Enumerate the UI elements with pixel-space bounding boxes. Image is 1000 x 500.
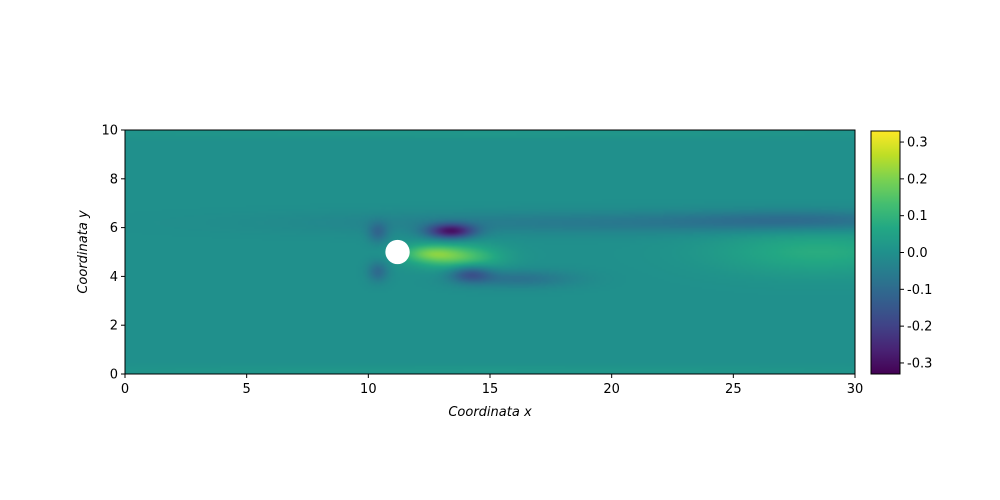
colorbar-tick-label: 0.3 bbox=[907, 136, 928, 151]
cylinder-obstacle bbox=[385, 239, 410, 265]
y-axis: 0 2 4 6 8 10 bbox=[101, 124, 125, 383]
colorbar-tick-label: -0.3 bbox=[907, 356, 932, 371]
x-tick-label: 5 bbox=[243, 382, 251, 397]
x-tick-label: 0 bbox=[121, 382, 129, 397]
heatmap-field bbox=[125, 130, 855, 374]
colorbar-tick-label: 0.1 bbox=[907, 209, 928, 224]
y-tick-label: 6 bbox=[110, 221, 118, 236]
x-tick-label: 15 bbox=[482, 382, 499, 397]
x-tick-label: 10 bbox=[360, 382, 377, 397]
x-tick-label: 20 bbox=[603, 382, 620, 397]
y-tick-label: 8 bbox=[110, 172, 118, 187]
colorbar-tick-label: -0.1 bbox=[907, 283, 932, 298]
x-axis-label: Coordinata x bbox=[448, 405, 532, 420]
colorbar-tick-label: 0.0 bbox=[907, 246, 928, 261]
y-tick-label: 0 bbox=[110, 368, 118, 383]
colorbar-tick-label: 0.2 bbox=[907, 172, 928, 187]
colorbar bbox=[871, 131, 900, 374]
colorbar-axis: 0.3 0.2 0.1 0.0 -0.1 -0.2 -0.3 bbox=[900, 136, 932, 371]
y-tick-label: 2 bbox=[110, 319, 118, 334]
x-tick-label: 30 bbox=[847, 382, 864, 397]
y-axis-label: Coordinata y bbox=[76, 210, 91, 294]
x-tick-label: 25 bbox=[725, 382, 742, 397]
y-tick-label: 4 bbox=[110, 270, 118, 285]
colorbar-tick-label: -0.2 bbox=[907, 320, 932, 335]
x-axis: 0 5 10 15 20 25 30 bbox=[121, 374, 863, 397]
y-tick-label: 10 bbox=[101, 124, 118, 139]
